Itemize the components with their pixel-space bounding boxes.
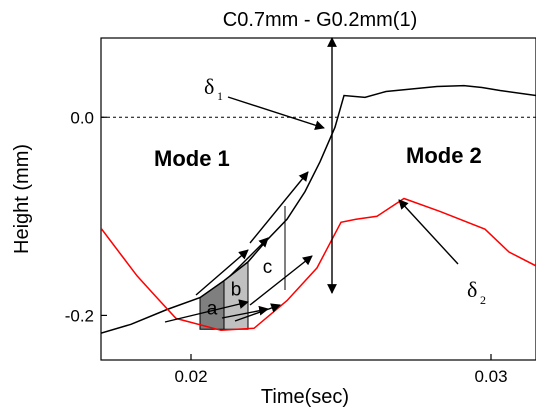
delta1-pointer	[227, 96, 325, 130]
region-a-label: a	[207, 298, 218, 319]
delta2-subscript: 2	[480, 293, 486, 307]
region-b-label: b	[231, 280, 242, 301]
y-tick-label: -0.2	[65, 306, 94, 325]
y-tick-label: 0.0	[70, 108, 94, 127]
y-axis-label: Height (mm)	[11, 144, 33, 254]
x-tick-label: 0.03	[474, 367, 507, 386]
mode2-label: Mode 2	[406, 143, 482, 168]
tangent-line	[195, 249, 249, 296]
delta1-subscript: 1	[217, 89, 223, 103]
delta1-label: δ	[204, 74, 214, 99]
x-axis: 0.02 0.03	[174, 354, 508, 386]
tangent-line	[164, 299, 249, 323]
region-c-label: c	[263, 257, 273, 278]
tangent-line	[234, 303, 281, 322]
tangent-line	[221, 305, 269, 319]
delta2-pointer	[398, 199, 459, 265]
plot-area: Mode 1 Mode 2 a b c δ 1 δ 2	[100, 37, 536, 361]
chart-title: C0.7mm - G0.2mm(1)	[223, 9, 417, 31]
mode1-label: Mode 1	[154, 146, 230, 171]
delta2-label: δ	[467, 277, 477, 302]
x-tick-label: 0.02	[174, 367, 207, 386]
y-axis: -0.2 0.0	[65, 108, 107, 325]
tangent-lines	[164, 37, 459, 323]
x-axis-label: Time(sec)	[261, 386, 349, 408]
series-red-line	[101, 197, 536, 332]
tangent-line	[249, 171, 309, 244]
tangent-line	[249, 255, 313, 306]
plot-frame	[100, 37, 536, 361]
tangent-line	[229, 237, 269, 277]
series-black-line	[101, 84, 536, 334]
